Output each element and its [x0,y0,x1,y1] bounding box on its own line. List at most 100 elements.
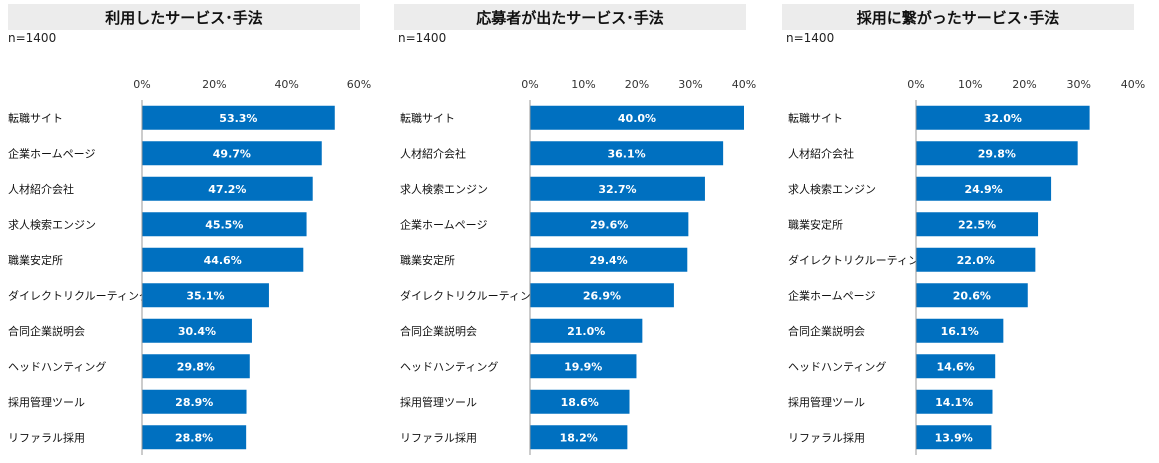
category-label: 採用管理ツール [788,395,865,409]
data-label: 19.9% [564,360,602,373]
category-label: ダイレクトリクルーティング [400,288,542,302]
data-label: 21.0% [567,325,605,338]
bar [530,318,643,343]
category-label: 人材紹介会社 [788,146,854,160]
category-label: 採用管理ツール [400,395,477,409]
category-label: 転職サイト [8,112,63,125]
data-label: 40.0% [618,112,656,125]
bar [142,354,250,379]
x-tick-label: 0% [907,78,924,91]
bar [142,318,252,343]
category-label: 採用管理ツール [8,395,85,409]
category-label: 職業安定所 [400,253,455,267]
data-label: 13.9% [935,431,973,444]
category-label: 求人検索エンジン [788,182,876,196]
data-label: 18.2% [560,431,598,444]
data-label: 36.1% [607,147,645,160]
bar [916,212,1039,237]
bar [916,354,996,379]
category-label: ダイレクトリクルーティング [8,288,150,302]
bar [142,247,304,272]
x-tick-label: 10% [958,78,982,91]
category-label: ダイレクトリクルーティング [788,253,930,267]
chart-title: 利用したサービス･手法 [8,4,360,30]
bar [916,318,1004,343]
category-label: 職業安定所 [8,253,63,267]
data-label: 26.9% [583,289,621,302]
data-label: 20.6% [953,289,991,302]
data-label: 44.6% [204,254,242,267]
bar [916,176,1052,201]
data-label: 29.6% [590,218,628,231]
sample-size-note: n=1400 [8,31,57,45]
bar [142,176,313,201]
data-label: 22.5% [958,218,996,231]
category-label: ヘッドハンティング [8,359,106,373]
bar-chart: 0% 10% 20% 30% 40% 転職サイト 40.0% 人材紹介会社 36.1% 求人検索エ… [400,78,756,455]
category-label: リファラル採用 [788,430,865,444]
x-tick-label: 20% [202,78,226,91]
bar [142,283,269,308]
category-label: 職業安定所 [788,217,843,231]
bar [530,105,744,130]
bar [916,247,1036,272]
data-label: 22.0% [957,254,995,267]
x-tick-label: 60% [347,78,371,91]
chart-title: 採用に繋がったサービス･手法 [782,4,1134,30]
bar [142,425,247,450]
x-tick-label: 30% [1067,78,1091,91]
bar [530,354,637,379]
data-label: 47.2% [208,183,246,196]
bar [530,212,689,237]
category-label: 求人検索エンジン [8,217,96,231]
bar [916,283,1028,308]
category-label: 企業ホームページ [400,217,487,231]
category-label: 転職サイト [400,112,455,125]
sample-size-note: n=1400 [398,31,447,45]
data-label: 24.9% [964,183,1002,196]
chart-panel-hires: 採用に繋がったサービス･手法 n=1400 0% 10% 20% 30% 40% 転職サイ… [780,0,1159,463]
bar [916,425,992,450]
x-tick-label: 0% [521,78,538,91]
bar [142,141,322,166]
category-label: 転職サイト [788,112,843,125]
chart-panel-applicants: 応募者が出たサービス･手法 n=1400 0% 10% 20% 30% 40% 転職サイト… [392,0,772,463]
category-label: 人材紹介会社 [8,182,74,196]
bar [916,105,1090,130]
bar-chart: 0% 10% 20% 30% 40% 転職サイト 32.0% 人材紹介会社 29.8% 求人検索エ… [788,78,1145,455]
bar [142,212,307,237]
sample-size-note: n=1400 [786,31,835,45]
x-tick-label: 40% [274,78,298,91]
data-label: 28.9% [175,396,213,409]
category-label: リファラル採用 [400,430,477,444]
category-label: 合同企業説明会 [788,324,865,338]
category-label: ヘッドハンティング [400,359,498,373]
data-label: 28.8% [175,431,213,444]
data-label: 45.5% [205,218,243,231]
category-label: 人材紹介会社 [400,146,466,160]
data-label: 53.3% [219,112,257,125]
bar [916,141,1078,166]
data-label: 30.4% [178,325,216,338]
data-label: 29.8% [978,147,1016,160]
bar [530,425,628,450]
bar [530,176,705,201]
category-label: 求人検索エンジン [400,182,488,196]
data-label: 35.1% [186,289,224,302]
category-label: 企業ホームページ [788,288,875,302]
data-label: 32.7% [598,183,636,196]
category-label: 企業ホームページ [8,146,95,160]
x-tick-label: 30% [678,78,702,91]
data-label: 49.7% [213,147,251,160]
x-tick-label: 40% [732,78,756,91]
category-label: 合同企業説明会 [400,324,477,338]
bar [530,141,724,166]
data-label: 18.6% [561,396,599,409]
category-label: リファラル採用 [8,430,85,444]
x-tick-label: 20% [1012,78,1036,91]
data-label: 29.8% [177,360,215,373]
bar [142,389,247,414]
x-tick-label: 10% [571,78,595,91]
x-tick-label: 20% [625,78,649,91]
bar [530,247,688,272]
